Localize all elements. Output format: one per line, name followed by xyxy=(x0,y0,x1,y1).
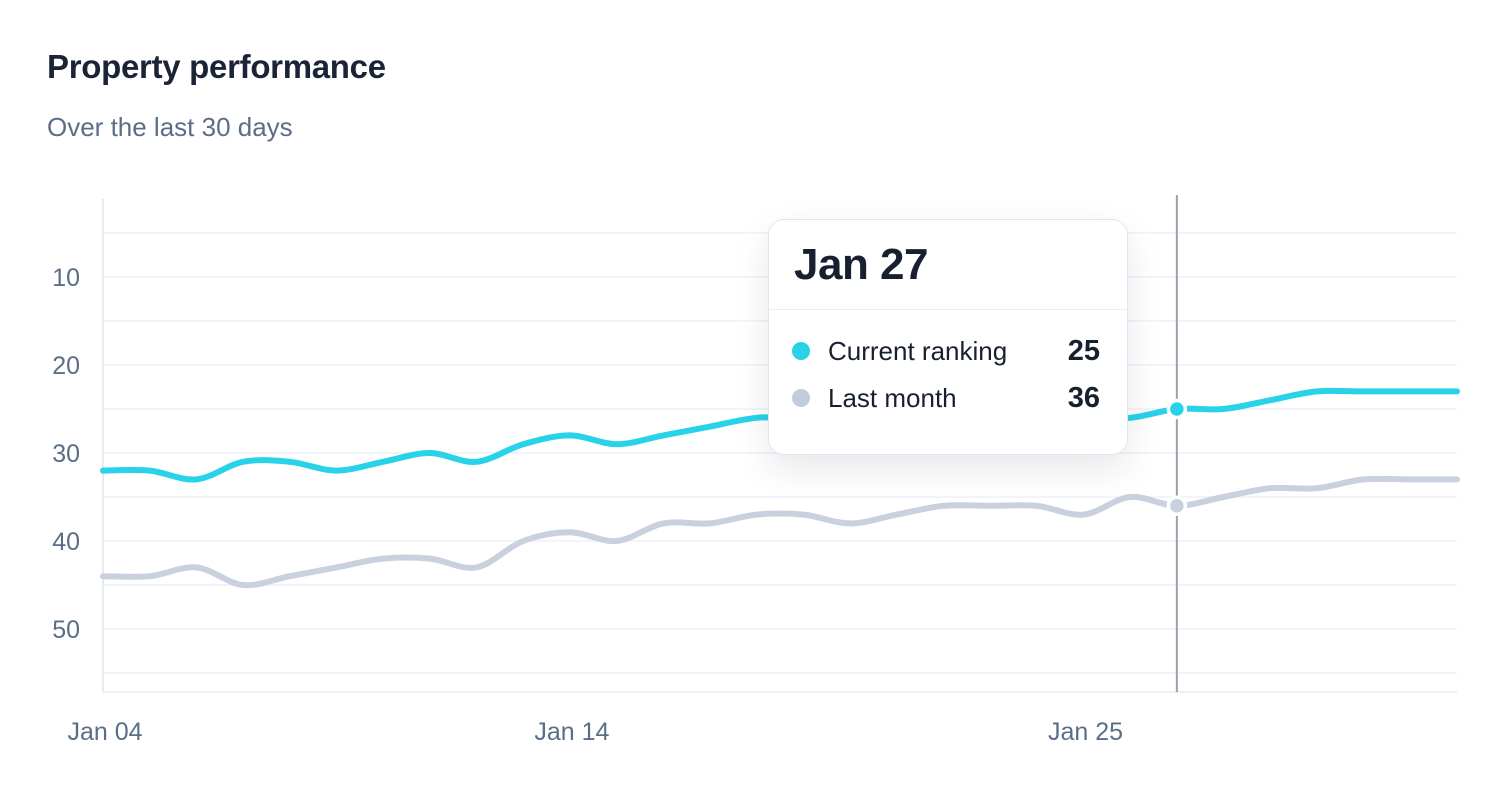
y-axis-tick-label: 40 xyxy=(52,528,80,556)
page-subtitle: Over the last 30 days xyxy=(47,112,293,142)
y-axis-tick-label: 10 xyxy=(52,264,80,292)
last-month-dot-icon xyxy=(792,389,810,407)
x-axis-tick-label: Jan 14 xyxy=(534,718,609,746)
tooltip-series-value: 25 xyxy=(1067,334,1100,367)
x-axis-tick-label: Jan 04 xyxy=(67,718,142,746)
last-month-point xyxy=(1166,495,1188,517)
chart-header: Property performance Over the last 30 da… xyxy=(47,48,386,143)
last-month-line xyxy=(100,475,1460,589)
tooltip-series-label: Current ranking xyxy=(828,335,1008,366)
chart-tooltip: Jan 27 Current ranking 25 Last month 36 xyxy=(768,219,1128,455)
tooltip-row-current-ranking: Current ranking 25 xyxy=(792,332,1100,370)
page-title: Property performance xyxy=(47,48,386,85)
tooltip-date: Jan 27 xyxy=(794,239,928,289)
y-axis-tick-label: 50 xyxy=(52,616,80,644)
tooltip-rows: Current ranking 25 Last month 36 xyxy=(769,310,1127,417)
tooltip-header: Jan 27 xyxy=(769,220,1127,310)
x-axis-tick-label: Jan 25 xyxy=(1048,718,1123,746)
y-axis-tick-label: 30 xyxy=(52,440,80,468)
tooltip-row-last-month: Last month 36 xyxy=(792,379,1100,417)
y-axis-tick-label: 20 xyxy=(52,352,80,380)
tooltip-series-value: 36 xyxy=(1067,381,1100,414)
tooltip-series-label: Last month xyxy=(828,382,957,413)
current-ranking-point xyxy=(1166,398,1188,420)
current-ranking-dot-icon xyxy=(792,342,810,360)
